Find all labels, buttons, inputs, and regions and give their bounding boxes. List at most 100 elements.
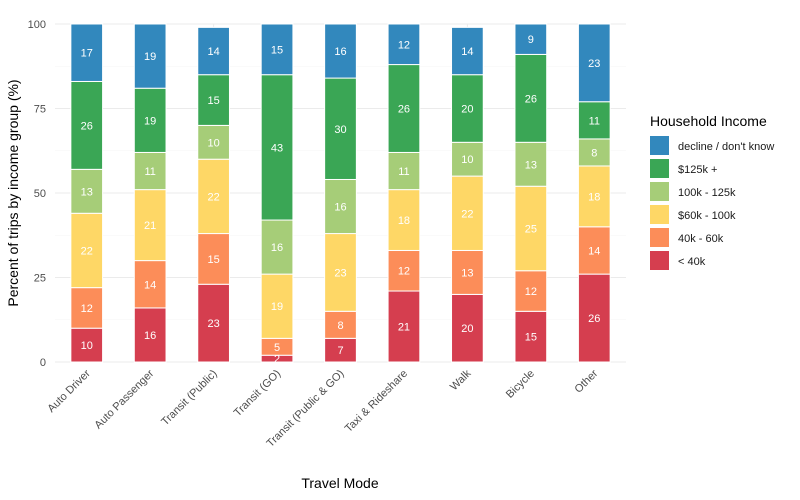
- bar-value-label: 23: [334, 267, 346, 279]
- bar-value-label: 18: [398, 215, 410, 227]
- y-tick-label: 25: [34, 273, 46, 285]
- bar-segment: [514, 185, 548, 272]
- bar-segment: [577, 138, 611, 167]
- bar-stack: 21 12 18 11 26 12: [387, 23, 421, 363]
- bar-segment: [514, 53, 548, 143]
- y-axis: 0 25 50 75 100: [28, 19, 46, 369]
- bar-stack: 23 15 22 10 15 14: [197, 26, 230, 363]
- x-tick-label: Transit (GO): [232, 368, 283, 419]
- bar-segment: [451, 26, 484, 76]
- bar-stack: 7 8 23 16 30 16: [324, 23, 357, 363]
- bar-value-label: 12: [81, 303, 93, 315]
- bar-segment: [197, 26, 230, 76]
- bar-value-label: 2: [274, 354, 280, 366]
- bar-segment: [387, 189, 421, 251]
- bar-value-label: 22: [81, 245, 93, 257]
- bar-segment: [260, 219, 294, 275]
- bar-segment: [197, 233, 230, 285]
- x-tick-label: Taxi & Rideshare: [343, 368, 410, 435]
- bar-value-label: 19: [271, 301, 283, 313]
- bar-segment: [577, 273, 611, 363]
- bar-value-label: 16: [334, 202, 346, 214]
- bar-segment: [133, 189, 167, 262]
- legend-label: decline / don't know: [678, 141, 774, 153]
- bar-segment: [387, 249, 421, 292]
- bar-segment: [133, 87, 167, 153]
- legend-swatch: [650, 251, 669, 270]
- legend-label: $125k +: [678, 164, 717, 176]
- legend: Household Income decline / don't know $12…: [650, 113, 774, 270]
- legend-swatch: [650, 182, 669, 201]
- bar-value-label: 12: [398, 266, 410, 278]
- bar-value-label: 10: [461, 154, 473, 166]
- bar-value-label: 16: [271, 242, 283, 254]
- bar-value-label: 17: [81, 48, 93, 60]
- bar-stack: 10 12 22 13 26 17: [70, 23, 104, 363]
- bar-value-label: 21: [398, 322, 410, 334]
- bar-value-label: 21: [144, 220, 156, 232]
- bar-segment: [514, 141, 548, 187]
- legend-label: < 40k: [678, 256, 706, 268]
- bar-stack: 16 14 21 11 19 19: [133, 23, 167, 363]
- legend-title: Household Income: [650, 113, 767, 129]
- bar-segment: [577, 165, 611, 228]
- y-tick-label: 0: [40, 357, 46, 369]
- bar-value-label: 26: [588, 313, 600, 325]
- bar-segment: [70, 23, 104, 82]
- y-axis-title: Percent of trips by income group (%): [5, 79, 21, 306]
- bar-value-label: 8: [337, 320, 343, 332]
- bar-segment: [260, 23, 294, 76]
- x-tick-label: Auto Passenger: [92, 367, 156, 431]
- legend-swatch: [650, 228, 669, 247]
- bar-value-label: 26: [81, 120, 93, 132]
- bar-segment: [324, 77, 357, 180]
- bar-segment: [133, 151, 167, 191]
- bar-value-label: 15: [271, 44, 283, 56]
- bar-stack: 20 13 22 10 20 14: [451, 26, 484, 363]
- bar-stack: 26 14 18 8 11 23: [577, 23, 611, 363]
- bar-segment: [514, 23, 548, 55]
- bar-value-label: 16: [144, 330, 156, 342]
- y-tick-label: 75: [34, 104, 46, 116]
- x-tick-label: Auto Driver: [45, 367, 93, 415]
- bar-value-label: 20: [461, 104, 473, 116]
- bar-value-label: 14: [461, 46, 473, 58]
- bar-value-label: 20: [461, 323, 473, 335]
- legend-swatch: [650, 136, 669, 155]
- bar-value-label: 30: [334, 124, 346, 136]
- legend-swatch: [650, 205, 669, 224]
- bar-segment: [577, 226, 611, 275]
- bar-value-label: 15: [207, 95, 219, 107]
- x-axis-title: Travel Mode: [301, 475, 379, 491]
- bar-stack: 25 19 16 43 15: [260, 23, 294, 366]
- legend-label: 100k - 125k: [678, 187, 736, 199]
- bar-value-label: 16: [334, 46, 346, 58]
- bar-segment: [451, 249, 484, 295]
- x-tick-label: Other: [572, 367, 600, 395]
- bar-segment: [451, 175, 484, 251]
- y-tick-label: 50: [34, 188, 46, 200]
- bar-segment: [577, 23, 611, 103]
- bar-value-label: 13: [461, 267, 473, 279]
- bar-stack: 15 12 25 13 26 9: [514, 23, 548, 363]
- bar-value-label: 25: [525, 223, 537, 235]
- bar-segment: [387, 23, 421, 66]
- bar-value-label: 14: [588, 245, 600, 257]
- bar-value-label: 11: [398, 166, 409, 178]
- legend-label: $60k - 100k: [678, 210, 736, 222]
- bar-value-label: 7: [337, 345, 343, 357]
- bar-value-label: 12: [525, 286, 537, 298]
- bar-segment: [514, 270, 548, 312]
- bar-value-label: 23: [207, 318, 219, 330]
- bar-segment: [133, 23, 167, 89]
- bar-value-label: 15: [525, 332, 537, 344]
- bar-value-label: 15: [207, 254, 219, 266]
- bar-value-label: 22: [461, 208, 473, 220]
- x-tick-label: Transit (Public): [159, 368, 220, 429]
- legend-swatch: [650, 159, 669, 178]
- x-axis: Auto Driver Auto Passenger Transit (Public…: [45, 367, 600, 449]
- bar-segment: [260, 273, 294, 339]
- bar-value-label: 8: [591, 147, 597, 159]
- bar-value-label: 23: [588, 58, 600, 70]
